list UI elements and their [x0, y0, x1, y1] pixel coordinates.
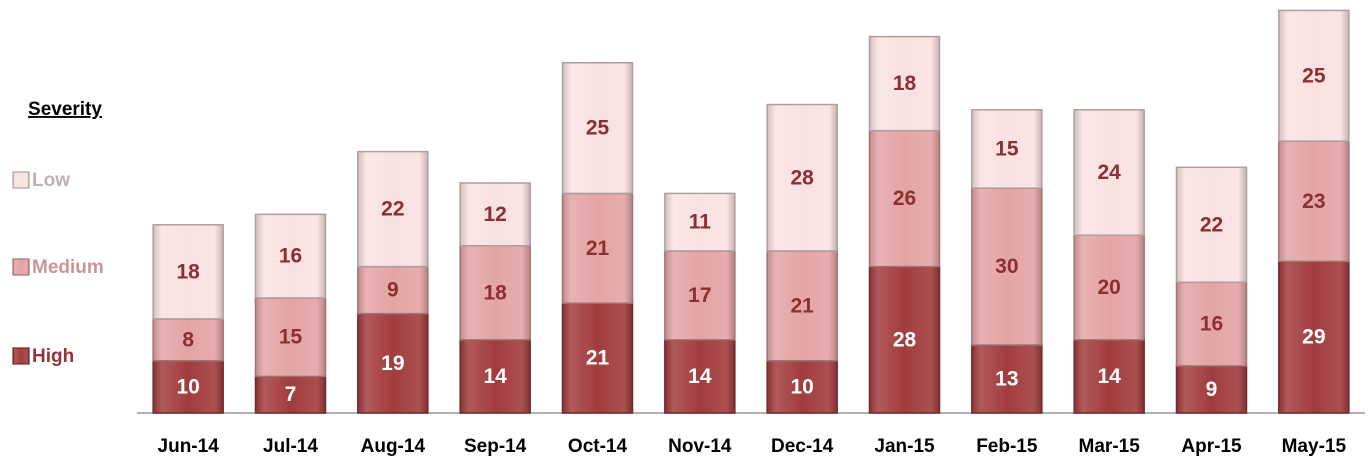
bar-segment	[1175, 166, 1248, 284]
x-tick-label: May-15	[1282, 436, 1347, 457]
bar-segment	[357, 265, 429, 315]
bar-segment	[868, 129, 941, 268]
data-label: 8	[182, 328, 194, 351]
x-tick-label: Oct-14	[568, 436, 628, 457]
bar-segment	[459, 339, 531, 414]
data-label: 9	[1206, 378, 1218, 401]
bar-segment	[1278, 9, 1350, 142]
data-label: 16	[1200, 313, 1223, 336]
data-label: 25	[1302, 64, 1326, 87]
data-label: 14	[688, 365, 712, 388]
bar-segment	[664, 250, 736, 341]
data-label: 18	[893, 72, 917, 95]
data-label: 28	[893, 328, 917, 351]
data-label: 28	[790, 166, 814, 189]
bar-segment	[561, 302, 634, 414]
x-tick-label: Jul-14	[263, 436, 318, 457]
x-tick-label: Jan-15	[874, 436, 935, 457]
legend-label: Medium	[32, 257, 104, 278]
data-label: 15	[279, 326, 303, 349]
bar-segment	[1278, 140, 1350, 263]
bar-segment	[1175, 365, 1248, 414]
bar-segment	[766, 103, 838, 252]
data-label: 10	[790, 375, 813, 398]
data-label: 10	[176, 375, 199, 398]
bar-segment	[254, 375, 327, 414]
legend-swatch	[12, 258, 30, 276]
legend-label: High	[32, 346, 74, 367]
data-label: 13	[995, 368, 1018, 391]
data-label: 22	[381, 198, 404, 221]
data-label: 7	[285, 383, 297, 406]
bar-segment	[868, 35, 941, 132]
data-label: 30	[995, 255, 1018, 278]
data-label: 16	[279, 245, 302, 268]
bar-segment	[1073, 109, 1145, 237]
x-tick-label: Mar-15	[1079, 436, 1141, 457]
data-label: 23	[1302, 190, 1325, 213]
data-label: 20	[1097, 276, 1120, 299]
bar-segment	[254, 297, 327, 378]
x-tick-label: Feb-15	[976, 436, 1038, 457]
bar-segment	[152, 359, 224, 414]
data-label: 15	[995, 138, 1019, 161]
bar-segment	[1073, 234, 1145, 341]
bar-segment	[971, 187, 1043, 346]
bar-segment	[664, 339, 736, 414]
data-label: 29	[1302, 326, 1325, 349]
bar-segment	[561, 61, 634, 195]
data-label: 21	[790, 294, 814, 317]
x-tick-label: Aug-14	[361, 436, 426, 457]
bar-segment	[664, 192, 736, 252]
data-label: 12	[483, 203, 506, 226]
data-label: 21	[586, 237, 610, 260]
bar-segment	[357, 312, 429, 414]
bar-segment	[1175, 281, 1248, 367]
x-tick-label: Dec-14	[771, 436, 834, 457]
bar-segment	[561, 192, 634, 304]
x-tick-label: Apr-15	[1181, 436, 1242, 457]
data-label: 22	[1200, 213, 1223, 236]
data-label: 18	[483, 281, 507, 304]
legend-title: Severity	[28, 99, 102, 120]
data-label: 14	[483, 365, 507, 388]
data-label: 24	[1097, 161, 1121, 184]
bar-segment	[971, 109, 1043, 189]
bar-segment	[868, 265, 941, 414]
data-label: 11	[689, 211, 712, 234]
legend-swatch	[12, 347, 30, 365]
bar-segment	[1073, 339, 1145, 414]
bar-segment	[459, 182, 531, 247]
bar-segment	[357, 150, 429, 268]
legend-label: Low	[32, 170, 70, 191]
bar-segment	[152, 318, 224, 362]
x-tick-label: Nov-14	[668, 436, 732, 457]
data-label: 18	[176, 260, 200, 283]
data-label: 17	[688, 284, 711, 307]
data-label: 26	[893, 187, 916, 210]
data-label: 14	[1097, 365, 1121, 388]
bar-segment	[254, 213, 327, 299]
bar-segment	[152, 224, 224, 320]
data-label: 19	[381, 352, 404, 375]
bar-segment	[766, 359, 838, 414]
x-tick-label: Jun-14	[158, 436, 220, 457]
x-tick-label: Sep-14	[464, 436, 527, 457]
data-label: 9	[387, 279, 399, 302]
data-label: 25	[586, 117, 610, 140]
data-label: 21	[586, 347, 610, 370]
bar-segment	[459, 244, 531, 341]
legend-swatch	[12, 171, 30, 189]
bar-segment	[766, 250, 838, 362]
